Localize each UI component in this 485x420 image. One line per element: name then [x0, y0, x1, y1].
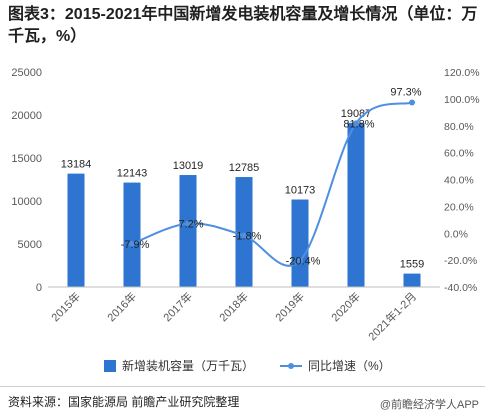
x-axis: 2015年 2016年 2017年 2018年 2019年 2020年 2021年1-2月 [48, 286, 440, 343]
bar [403, 273, 421, 287]
line-point [409, 99, 415, 106]
line-point [129, 240, 135, 247]
line-point [297, 257, 303, 264]
bar [291, 199, 309, 287]
right-y-axis: -40.0% -20.0% 0.0% 20.0% 40.0% 60.0% 80.0% 100.… [444, 67, 480, 294]
line-value-label: -7.9% [121, 239, 150, 251]
line-point [241, 232, 247, 239]
right-tick-label: 0.0% [444, 228, 468, 240]
line-value-label: -20.4% [286, 256, 321, 268]
line-value-label: -1.8% [233, 231, 262, 243]
bar [179, 175, 197, 287]
chart-legend: 新增装机容量（万千瓦） 同比增速（%） [0, 357, 485, 379]
source-note: 资料来源：国家能源局 前瞻产业研究院整理 [8, 395, 240, 409]
left-tick-label: 5000 [18, 239, 42, 251]
line-value-label: 81.8% [343, 118, 374, 130]
left-tick-label: 25000 [11, 67, 42, 79]
bar-series: 13184 12143 13019 12785 10173 19087 1559 [61, 108, 424, 287]
left-tick-label: 15000 [11, 153, 42, 165]
legend-bar-label: 新增装机容量（万千瓦） [122, 359, 255, 373]
left-tick-label: 10000 [11, 196, 42, 208]
bar-value-label: 12143 [117, 168, 148, 180]
right-tick-label: -40.0% [444, 282, 477, 294]
legend-bar-swatch [104, 359, 116, 372]
bar [123, 182, 141, 287]
x-tick-label: 2019年 [272, 289, 307, 324]
bar [67, 173, 85, 287]
left-tick-label: 0 [36, 282, 42, 294]
right-tick-label: 20.0% [444, 201, 474, 213]
line-value-label: 97.3% [390, 87, 421, 99]
x-tick-label: 2021年1-2月 [365, 289, 419, 343]
legend-line-swatch [280, 360, 302, 372]
right-tick-label: 120.0% [444, 67, 480, 79]
left-tick-label: 20000 [11, 110, 42, 122]
line-point [185, 220, 191, 227]
bar-value-label: 1559 [400, 259, 424, 271]
right-tick-label: 100.0% [444, 94, 480, 106]
right-tick-label: 40.0% [444, 175, 474, 187]
chart-plot: 0 5000 10000 15000 20000 25000 -40.0% -20.0% 0.… [11, 67, 480, 343]
bar-value-label: 13184 [61, 159, 92, 171]
app-credit: @前瞻经济学人APP [379, 399, 479, 411]
chart-title: 图表3：2015-2021年中国新增发电装机容量及增长情况（单位：万千瓦，%） [8, 6, 478, 45]
footer-divider [0, 386, 485, 387]
x-tick-label: 2020年 [328, 289, 363, 324]
bar-value-label: 19087 [341, 108, 372, 120]
line-point [353, 120, 359, 127]
legend-item-bar: 新增装机容量（万千瓦） [104, 357, 254, 374]
right-tick-label: 60.0% [444, 148, 474, 160]
legend-line-label: 同比增速（%） [308, 359, 391, 373]
right-tick-label: 80.0% [444, 121, 474, 133]
bar [235, 177, 253, 287]
line-value-label: 7.2% [178, 219, 203, 231]
bar-value-label: 12785 [229, 162, 260, 174]
bar [347, 122, 365, 287]
left-y-axis: 0 5000 10000 15000 20000 25000 [11, 67, 42, 294]
bar-value-label: 13019 [173, 160, 204, 172]
x-tick-label: 2015年 [48, 289, 83, 324]
x-tick-label: 2016年 [104, 289, 139, 324]
x-tick-label: 2017年 [160, 289, 195, 324]
bar-value-label: 10173 [285, 185, 316, 197]
line-series: -7.9% 7.2% -1.8% -20.4% 81.8% 97.3% [121, 87, 422, 268]
right-tick-label: -20.0% [444, 255, 477, 267]
x-tick-label: 2018年 [216, 289, 251, 324]
legend-item-line: 同比增速（%） [280, 357, 391, 374]
